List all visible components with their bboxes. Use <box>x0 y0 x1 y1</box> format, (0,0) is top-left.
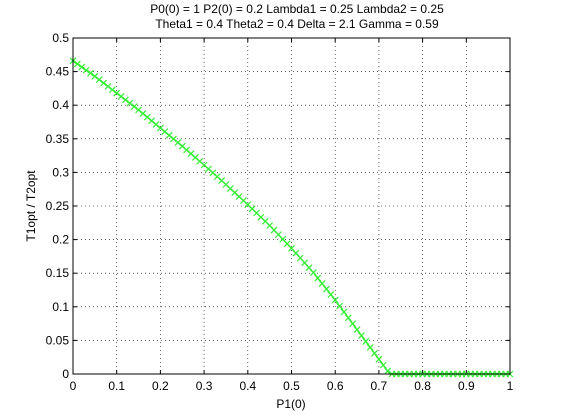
x-tick-label: 0.4 <box>239 379 256 393</box>
x-tick-label: 0.1 <box>108 379 125 393</box>
data-point-marker <box>91 72 99 80</box>
data-point-marker <box>349 320 357 328</box>
series-layer <box>69 57 514 378</box>
data-point-marker <box>113 89 121 97</box>
data-point-marker <box>130 103 138 110</box>
x-tick-label: 0 <box>70 379 77 393</box>
y-axis-label: T1opt / T2opt <box>24 170 38 242</box>
data-point-marker <box>371 349 378 357</box>
title-line-1: P0(0) = 1 P2(0) = 0.2 Lambda1 = 0.25 Lam… <box>150 2 444 16</box>
title-line-2: Theta1 = 0.4 Theta2 = 0.4 Delta = 2.1 Ga… <box>155 17 439 31</box>
x-tick-label: 0.2 <box>152 379 169 393</box>
data-point-marker <box>366 343 374 351</box>
data-point-marker <box>73 60 81 68</box>
data-point-marker <box>95 76 103 84</box>
series-line <box>72 60 510 375</box>
data-point-marker <box>353 326 361 334</box>
data-point-marker <box>344 314 352 322</box>
data-point-marker <box>117 93 125 100</box>
y-tick-label: 0.1 <box>52 300 69 314</box>
chart-title: P0(0) = 1 P2(0) = 0.2 Lambda1 = 0.25 Lam… <box>150 2 444 31</box>
x-axis-label: P1(0) <box>276 397 305 411</box>
data-point-marker <box>318 280 326 287</box>
y-tick-label: 0.2 <box>52 233 69 247</box>
plot-frame <box>72 37 511 375</box>
y-tick-label: 0.15 <box>46 266 70 280</box>
data-point-marker <box>336 302 343 310</box>
data-point-marker <box>100 79 108 87</box>
y-tick-label: 0.4 <box>52 98 69 112</box>
data-point-marker <box>375 355 383 363</box>
data-point-marker <box>357 332 365 339</box>
data-point-marker <box>309 269 317 276</box>
data-point-marker <box>384 367 392 375</box>
x-tick-label: 0.9 <box>458 379 475 393</box>
y-tick-label: 0.5 <box>52 31 69 45</box>
data-point-marker <box>104 82 112 90</box>
x-tick-label: 0.3 <box>196 379 213 393</box>
data-point-marker <box>122 96 129 104</box>
x-tick-label: 0.8 <box>414 379 431 393</box>
data-point-marker <box>340 308 348 316</box>
data-point-marker <box>323 285 330 293</box>
data-point-marker <box>108 86 116 94</box>
tick-labels: 0 0.1 0.2 0.3 0.4 0.5 0.6 0.7 0.8 0.9 1 0 0.05 0.1 0.1… <box>46 31 514 393</box>
x-tick-label: 0.5 <box>283 379 300 393</box>
y-tick-label: 0 <box>62 367 69 381</box>
data-point-marker <box>87 69 94 77</box>
grid <box>72 37 511 375</box>
data-point-marker <box>78 63 86 71</box>
y-tick-label: 0.3 <box>52 165 69 179</box>
y-tick-label: 0.35 <box>46 132 70 146</box>
x-tick-label: 0.7 <box>371 379 388 393</box>
data-point-marker <box>379 361 387 369</box>
y-tick-label: 0.45 <box>46 65 70 79</box>
data-point-marker <box>331 296 339 304</box>
y-tick-label: 0.25 <box>46 199 70 213</box>
y-tick-label: 0.05 <box>46 333 70 347</box>
data-point-marker <box>82 66 90 74</box>
data-point-marker <box>327 291 335 298</box>
x-tick-label: 1 <box>507 379 514 393</box>
data-point-marker <box>126 99 134 107</box>
x-tick-label: 0.6 <box>327 379 344 393</box>
data-point-marker <box>314 274 322 282</box>
data-point-marker <box>362 338 370 345</box>
